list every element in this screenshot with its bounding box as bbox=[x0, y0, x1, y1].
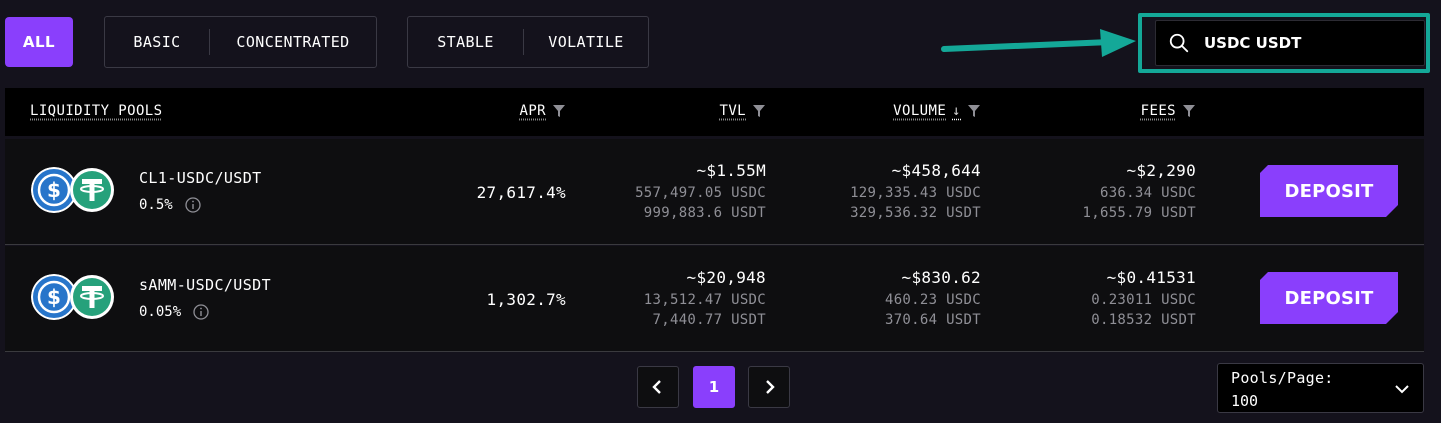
volume-token-b: 370.64 USDT bbox=[884, 312, 981, 328]
chevron-left-icon bbox=[652, 380, 661, 394]
svg-text:$: $ bbox=[47, 285, 61, 309]
divider bbox=[209, 29, 210, 55]
filter-volatile-button[interactable]: VOLATILE bbox=[548, 33, 624, 51]
volume-token-a: 460.23 USDC bbox=[884, 292, 981, 308]
volume-total: ~$458,644 bbox=[891, 161, 981, 180]
deposit-button[interactable]: DEPOSIT bbox=[1260, 272, 1398, 324]
usdt-icon bbox=[70, 275, 114, 319]
pool-fee: 0.05% bbox=[139, 304, 209, 320]
table-row: $ CL1-USDC/USDT 0.5% 27,617.4% ~$1.55M 5… bbox=[5, 139, 1424, 245]
table-header: LIQUIDITY POOLS APR TVL VOLUME ↓ FEES bbox=[5, 88, 1424, 136]
filter-stable-button[interactable]: STABLE bbox=[437, 33, 494, 51]
header-tvl[interactable]: TVL bbox=[720, 103, 767, 119]
pool-fee-value: 0.5% bbox=[139, 197, 173, 213]
previous-page-button[interactable] bbox=[637, 366, 679, 408]
filter-icon[interactable] bbox=[552, 104, 566, 118]
info-icon[interactable] bbox=[185, 197, 201, 213]
fees-total: ~$0.41531 bbox=[1106, 268, 1196, 287]
pools-per-page-select[interactable]: Pools/Page: 100 bbox=[1217, 363, 1424, 413]
filter-icon[interactable] bbox=[752, 104, 766, 118]
tvl-token-a: 13,512.47 USDC bbox=[643, 292, 766, 308]
fees-token-b: 1,655.79 USDT bbox=[1082, 205, 1196, 221]
search-highlight-box bbox=[1138, 13, 1430, 73]
fees-token-a: 0.23011 USDC bbox=[1091, 292, 1196, 308]
pool-name: CL1-USDC/USDT bbox=[139, 169, 262, 187]
pool-name: sAMM-USDC/USDT bbox=[139, 276, 272, 294]
svg-text:$: $ bbox=[47, 178, 61, 202]
header-label: FEES bbox=[1140, 103, 1176, 119]
pool-fee: 0.5% bbox=[139, 197, 201, 213]
fees-total: ~$2,290 bbox=[1126, 161, 1196, 180]
pools-per-page-value: 100 bbox=[1231, 392, 1259, 410]
info-icon[interactable] bbox=[193, 304, 209, 320]
filter-icon[interactable] bbox=[1182, 104, 1196, 118]
annotation-arrow-icon bbox=[941, 29, 1136, 57]
next-page-button[interactable] bbox=[748, 366, 790, 408]
filter-all-button[interactable]: ALL bbox=[5, 17, 73, 67]
volume-token-a: 129,335.43 USDC bbox=[850, 185, 981, 201]
chevron-down-icon bbox=[1395, 385, 1409, 394]
filter-basic-button[interactable]: BASIC bbox=[133, 33, 181, 51]
fees-token-a: 636.34 USDC bbox=[1099, 185, 1196, 201]
usdc-icon: $ bbox=[31, 274, 77, 320]
search-icon bbox=[1169, 33, 1189, 53]
tvl-token-b: 999,883.6 USDT bbox=[643, 205, 766, 221]
token-pair-icons: $ bbox=[31, 167, 121, 217]
header-volume[interactable]: VOLUME ↓ bbox=[893, 103, 981, 119]
usdt-icon bbox=[70, 168, 114, 212]
search-input[interactable] bbox=[1204, 34, 1404, 52]
apr-value: 27,617.4% bbox=[476, 183, 566, 202]
tvl-token-b: 7,440.77 USDT bbox=[652, 312, 766, 328]
table-row: $ sAMM-USDC/USDT 0.05% 1,302.7% ~$20,948… bbox=[5, 246, 1424, 352]
search-box[interactable] bbox=[1155, 20, 1425, 66]
header-label: APR bbox=[519, 103, 546, 119]
header-label: TVL bbox=[719, 103, 746, 119]
fees-token-b: 0.18532 USDT bbox=[1091, 312, 1196, 328]
divider bbox=[523, 29, 524, 55]
filter-concentrated-button[interactable]: CONCENTRATED bbox=[236, 33, 350, 51]
apr-value: 1,302.7% bbox=[486, 290, 566, 309]
tvl-total: ~$20,948 bbox=[686, 268, 766, 287]
deposit-button[interactable]: DEPOSIT bbox=[1260, 165, 1398, 217]
header-label: VOLUME bbox=[893, 103, 947, 119]
page-number-button[interactable]: 1 bbox=[693, 366, 735, 408]
volatility-filter-group: STABLE VOLATILE bbox=[407, 16, 649, 68]
filter-icon[interactable] bbox=[967, 104, 981, 118]
volume-token-b: 329,536.32 USDT bbox=[850, 205, 981, 221]
tvl-total: ~$1.55M bbox=[696, 161, 766, 180]
token-pair-icons: $ bbox=[31, 274, 121, 324]
header-apr[interactable]: APR bbox=[520, 103, 567, 119]
pool-type-filter-group: BASIC CONCENTRATED bbox=[104, 16, 377, 68]
header-label: LIQUIDITY POOLS bbox=[30, 103, 163, 119]
tvl-token-a: 557,497.05 USDC bbox=[635, 185, 766, 201]
chevron-right-icon bbox=[766, 380, 775, 394]
header-liquidity-pools[interactable]: LIQUIDITY POOLS bbox=[30, 103, 162, 119]
volume-total: ~$830.62 bbox=[901, 268, 981, 287]
header-fees[interactable]: FEES bbox=[1141, 103, 1196, 119]
pools-per-page-label: Pools/Page: bbox=[1231, 369, 1334, 387]
pool-fee-value: 0.05% bbox=[139, 304, 182, 320]
sort-descending-icon[interactable]: ↓ bbox=[952, 103, 961, 119]
